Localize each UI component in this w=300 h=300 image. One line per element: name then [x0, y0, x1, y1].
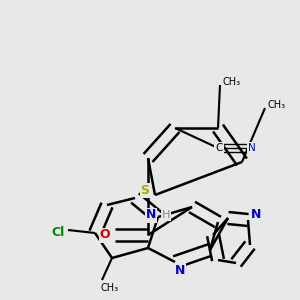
Text: CH₃: CH₃: [101, 283, 119, 293]
Text: CH₃: CH₃: [268, 100, 286, 110]
Text: N: N: [175, 263, 185, 277]
Text: C: C: [215, 143, 223, 153]
Text: H: H: [162, 210, 170, 220]
Text: N: N: [251, 208, 261, 221]
Text: N: N: [146, 208, 156, 221]
Text: O: O: [100, 229, 110, 242]
Text: CH₃: CH₃: [223, 77, 241, 87]
Text: S: S: [140, 184, 149, 196]
Text: N: N: [248, 143, 256, 153]
Text: Cl: Cl: [51, 226, 64, 238]
